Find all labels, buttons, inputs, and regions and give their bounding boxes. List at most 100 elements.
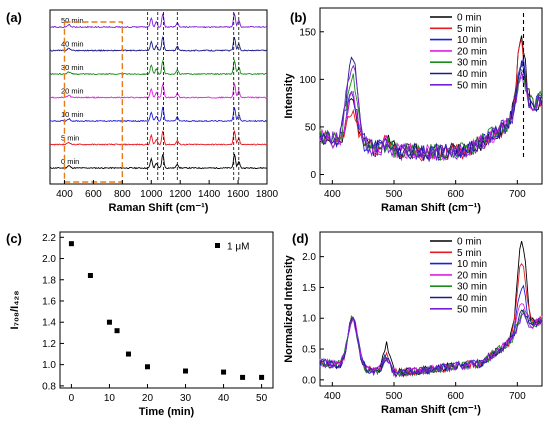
data-point-c bbox=[114, 328, 120, 334]
series-label-a: 10 min bbox=[61, 110, 84, 119]
legend-entry-b: 10 min bbox=[457, 35, 487, 46]
legend-entry-b: 20 min bbox=[457, 46, 487, 57]
legend-entry-d: 20 min bbox=[457, 270, 487, 281]
x-tick-label-b: 700 bbox=[509, 189, 526, 200]
series-label-a: 20 min bbox=[61, 87, 84, 96]
x-axis-label-c: Time (min) bbox=[139, 406, 195, 418]
panel-label-c: (c) bbox=[6, 231, 22, 246]
legend-entry-c: 1 μM bbox=[227, 242, 249, 253]
legend-entry-d: 30 min bbox=[457, 282, 487, 293]
series-line-a bbox=[49, 106, 267, 123]
legend-marker-c bbox=[215, 243, 220, 248]
data-point-c bbox=[144, 364, 150, 370]
y-axis-label-c: I₇₀₈/I₄₂₈ bbox=[9, 291, 21, 330]
series-line-a bbox=[49, 153, 268, 170]
series-label-a: 40 min bbox=[61, 40, 84, 49]
y-tick-label-d: 0.0 bbox=[302, 375, 316, 386]
data-point-c bbox=[125, 351, 131, 357]
panel-label-a: (a) bbox=[6, 10, 22, 25]
x-tick-label-b: 500 bbox=[386, 189, 403, 200]
x-tick-label-c: 0 bbox=[69, 393, 75, 404]
series-line-a bbox=[49, 58, 268, 76]
data-point-c bbox=[106, 319, 112, 325]
x-tick-label-d: 700 bbox=[509, 391, 526, 402]
data-point-c bbox=[259, 374, 265, 380]
x-tick-label-a: 1600 bbox=[227, 189, 250, 200]
y-axis-label-d: Normalized Intensity bbox=[283, 254, 295, 362]
series-line-a bbox=[49, 36, 268, 52]
y-tick-label-c: 1.0 bbox=[42, 360, 56, 371]
x-tick-label-a: 400 bbox=[56, 189, 73, 200]
x-tick-label-c: 40 bbox=[218, 393, 230, 404]
x-tick-label-c: 30 bbox=[180, 393, 192, 404]
y-tick-label-c: 2.0 bbox=[42, 254, 56, 265]
x-tick-label-a: 1200 bbox=[169, 189, 192, 200]
series-line-d bbox=[319, 284, 543, 377]
data-point-c bbox=[240, 374, 246, 380]
legend-entry-b: 50 min bbox=[457, 80, 487, 91]
x-tick-label-c: 20 bbox=[142, 393, 154, 404]
series-label-a: 50 min bbox=[61, 16, 84, 25]
series-line-b bbox=[319, 64, 543, 162]
y-tick-label-b: 50 bbox=[305, 122, 317, 133]
series-line-b bbox=[319, 71, 543, 161]
x-tick-label-a: 1400 bbox=[198, 189, 221, 200]
legend-entry-b: 0 min bbox=[457, 13, 481, 24]
x-tick-label-b: 400 bbox=[324, 189, 341, 200]
chart-a: 0 min 5 min 10 min 20 min 30 min 40 min 50 min… bbox=[49, 9, 279, 214]
x-tick-label-c: 50 bbox=[256, 393, 268, 404]
series-line-a bbox=[49, 130, 268, 146]
x-tick-label-b: 600 bbox=[447, 189, 464, 200]
legend-entry-b: 30 min bbox=[457, 58, 487, 69]
y-tick-label-b: 0 bbox=[310, 170, 316, 181]
series-label-a: 30 min bbox=[61, 63, 84, 72]
series-label-a: 5 min bbox=[61, 134, 79, 143]
chart-b: 400 500 600 700 Raman Shift (cm⁻¹) 0 50 100 150 I… bbox=[283, 7, 543, 214]
y-tick-label-b: 100 bbox=[299, 75, 316, 86]
y-tick-label-c: 1.6 bbox=[42, 296, 56, 307]
chart-c: 0 10 20 30 40 50 Time (min) 0.8 1.0 1.2 1.4 1.6 1.8 2… bbox=[9, 231, 274, 418]
x-axis-label-d: Raman Shift (cm⁻¹) bbox=[381, 404, 481, 416]
y-tick-label-c: 0.8 bbox=[42, 381, 56, 392]
data-point-c bbox=[221, 369, 227, 375]
y-tick-label-c: 1.4 bbox=[42, 318, 56, 329]
y-tick-label-c: 1.8 bbox=[42, 275, 56, 286]
legend-entry-d: 50 min bbox=[457, 304, 487, 315]
legend-entry-d: 10 min bbox=[457, 259, 487, 270]
y-axis-label-b: Intensity bbox=[283, 73, 295, 119]
x-axis-label-a: Raman Shift (cm⁻¹) bbox=[109, 202, 209, 214]
series-line-d bbox=[319, 240, 543, 376]
panel-label-b: (b) bbox=[290, 10, 307, 25]
series-line-b bbox=[319, 57, 543, 163]
series-line-b bbox=[319, 66, 543, 161]
y-tick-label-d: 1.5 bbox=[302, 283, 316, 294]
x-tick-label-d: 600 bbox=[447, 391, 464, 402]
x-tick-label-a: 1000 bbox=[140, 189, 163, 200]
series-line-d bbox=[319, 312, 543, 377]
y-tick-label-d: 0.5 bbox=[302, 345, 316, 356]
plot-frame-a bbox=[49, 9, 268, 185]
series-label-a: 0 min bbox=[61, 157, 79, 166]
plot-frame-c bbox=[59, 231, 274, 389]
x-tick-label-d: 500 bbox=[386, 391, 403, 402]
chart-d: 400 500 600 700 Raman Shift (cm⁻¹) 0.0 0.5 1.0 1… bbox=[283, 231, 543, 416]
data-point-c bbox=[183, 368, 189, 374]
x-tick-label-a: 1800 bbox=[256, 189, 279, 200]
legend-entry-d: 5 min bbox=[457, 248, 481, 259]
legend-entry-b: 5 min bbox=[457, 24, 481, 35]
series-line-a bbox=[49, 82, 268, 99]
panel-label-d: (d) bbox=[292, 231, 309, 246]
series-line-a bbox=[49, 13, 268, 29]
x-tick-label-a: 600 bbox=[85, 189, 102, 200]
x-tick-label-a: 800 bbox=[114, 189, 131, 200]
x-tick-label-d: 400 bbox=[324, 391, 341, 402]
data-point-c bbox=[68, 241, 74, 247]
y-tick-label-c: 2.2 bbox=[42, 233, 56, 244]
legend-entry-d: 40 min bbox=[457, 293, 487, 304]
plot-frame-d bbox=[319, 231, 543, 387]
y-tick-label-d: 1.0 bbox=[302, 314, 316, 325]
legend-entry-b: 40 min bbox=[457, 69, 487, 80]
x-tick-label-c: 10 bbox=[104, 393, 116, 404]
y-tick-label-c: 1.2 bbox=[42, 339, 56, 350]
